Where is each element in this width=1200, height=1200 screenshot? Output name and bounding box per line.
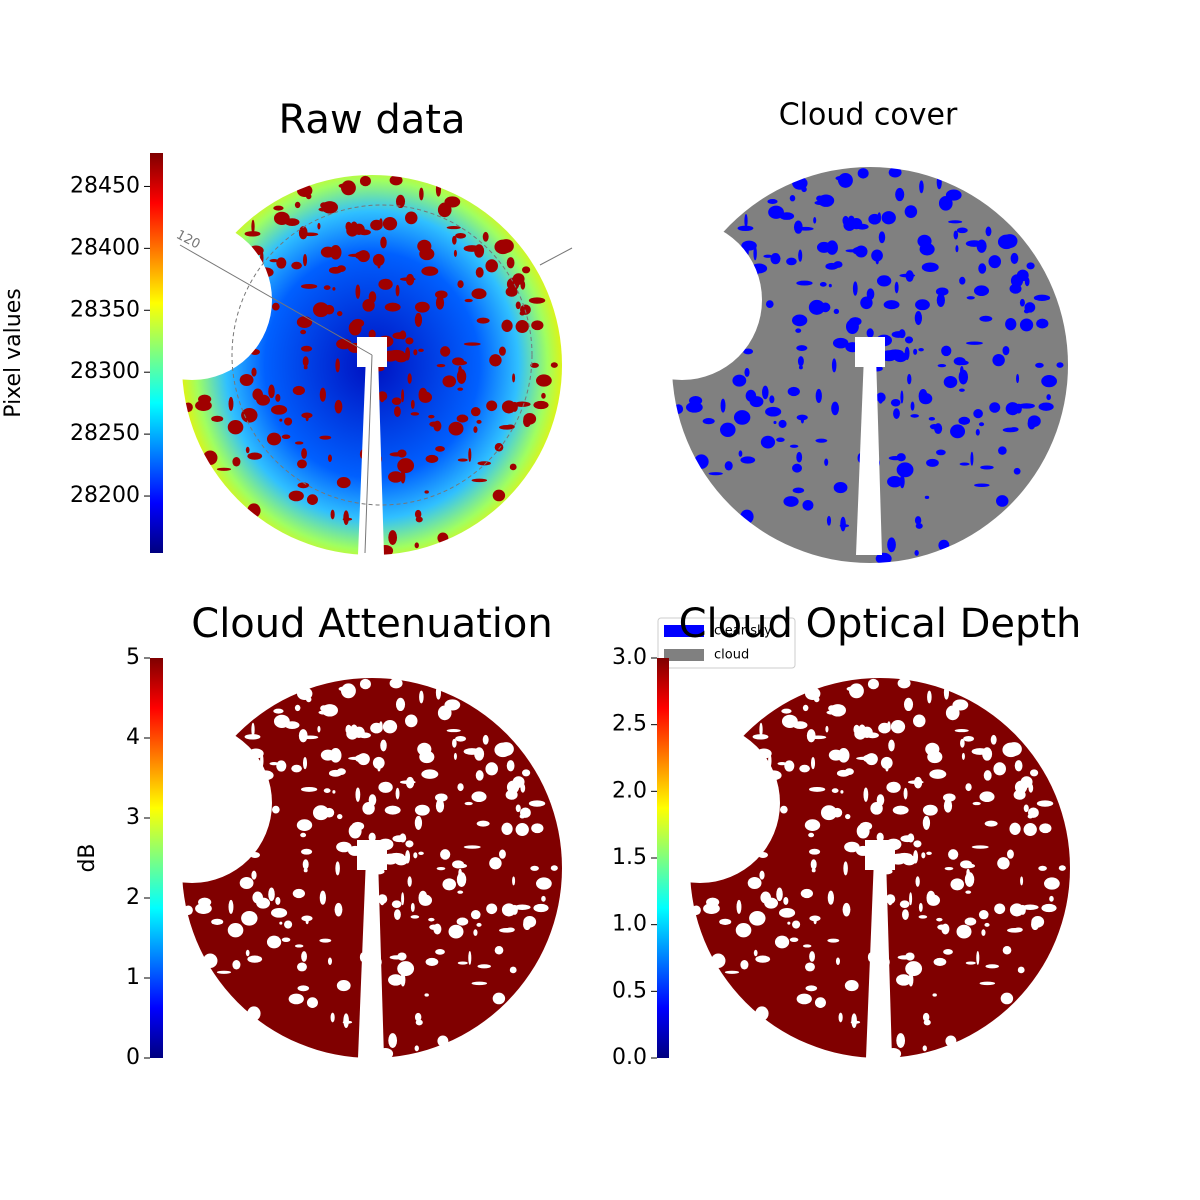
polar-grid <box>179 244 373 356</box>
colorbar-tick-label: 28250 <box>70 421 140 446</box>
colorbar-tick-label: 2.5 <box>612 712 647 737</box>
polar-grid <box>364 354 373 554</box>
colorbar-tick-label: 4 <box>126 725 140 750</box>
legend-label: clear sky <box>714 624 772 639</box>
colorbar <box>150 153 163 553</box>
colorbar-tick-label: 28400 <box>70 235 140 260</box>
colorbar-tick-label: 28350 <box>70 297 140 322</box>
colorbar <box>657 658 669 1058</box>
colorbar-label: Pixel values <box>1 288 26 417</box>
colorbar-tick-label: 28450 <box>70 173 140 198</box>
panel-title: Cloud Optical Depth <box>679 601 1082 647</box>
polar-grid <box>231 204 533 506</box>
polar-grid <box>539 247 573 266</box>
colorbar-tick-label: 3 <box>126 805 140 830</box>
panel-title: Cloud Attenuation <box>191 601 552 647</box>
sky-image <box>177 160 567 570</box>
legend-label: cloud <box>714 648 749 663</box>
panel: Cloud cover <box>667 98 1073 578</box>
panel: Cloud Optical Depth 0.0 0.5 1.0 1.5 2.0 2.5 3.0 <box>612 601 1081 1073</box>
sky-image <box>177 663 567 1073</box>
colorbar-tick-label: 2.0 <box>612 778 647 803</box>
sky-image <box>667 152 1073 578</box>
colorbar-tick-label: 1 <box>126 965 140 990</box>
legend: clear sky cloud <box>657 617 796 669</box>
colorbar <box>150 658 163 1058</box>
panel-title: Raw data <box>279 97 466 143</box>
colorbar-label: dB <box>75 843 100 872</box>
colorbar-tick-label: 28200 <box>70 483 140 508</box>
colorbar-tick-label: 0.5 <box>612 978 647 1003</box>
legend-swatch <box>664 625 704 637</box>
colorbar-tick-label: 5 <box>126 645 140 670</box>
sky-image <box>685 663 1075 1073</box>
legend-swatch <box>664 649 704 661</box>
colorbar-tick-label: 1.5 <box>612 845 647 870</box>
panel: Cloud Attenuation 0 1 2 3 4 5 dB <box>75 601 567 1073</box>
colorbar-tick-label: 0 <box>126 1045 140 1070</box>
colorbar-tick-label: 1.0 <box>612 912 647 937</box>
colorbar-tick-label: 28300 <box>70 359 140 384</box>
colorbar-tick-label: 2 <box>126 885 140 910</box>
panel-title: Cloud cover <box>779 98 958 133</box>
colorbar-tick-label: 0.0 <box>612 1045 647 1070</box>
colorbar-tick-label: 3.0 <box>612 645 647 670</box>
